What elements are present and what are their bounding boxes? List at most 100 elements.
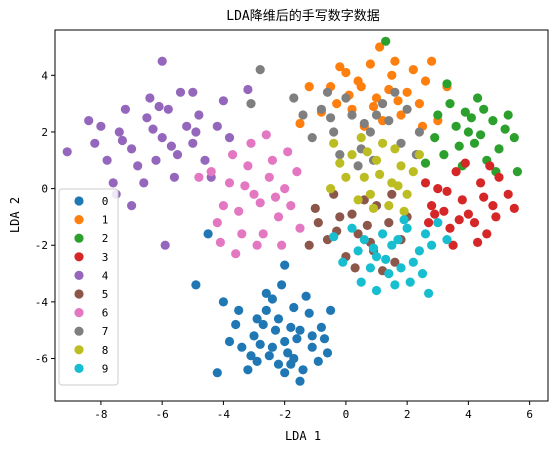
chart-title: LDA降维后的手写数字数据 — [226, 8, 379, 24]
point-digit-8 — [362, 147, 372, 157]
point-digit-0 — [316, 322, 326, 332]
point-digit-4 — [218, 96, 228, 106]
point-digit-2 — [503, 110, 513, 120]
point-digit-6 — [215, 237, 225, 247]
legend-label: 0 — [102, 195, 109, 208]
point-digit-0 — [322, 348, 333, 358]
point-digit-9 — [353, 246, 363, 256]
point-digit-0 — [289, 302, 299, 313]
point-digit-4 — [154, 101, 164, 112]
point-digit-7 — [341, 93, 351, 103]
point-digit-6 — [240, 181, 250, 191]
point-digit-9 — [384, 269, 394, 279]
point-digit-7 — [384, 116, 394, 126]
point-digit-3 — [488, 201, 498, 211]
point-digit-0 — [249, 331, 259, 341]
point-digit-9 — [427, 240, 437, 250]
point-digit-0 — [277, 280, 287, 290]
point-digit-6 — [270, 192, 281, 202]
point-digit-0 — [307, 342, 317, 352]
point-digit-0 — [295, 376, 305, 386]
legend-box — [58, 188, 119, 386]
point-digit-7 — [371, 110, 382, 120]
point-digit-2 — [463, 127, 473, 137]
point-digit-7 — [402, 104, 412, 114]
point-digit-3 — [439, 206, 449, 216]
point-digit-9 — [378, 229, 388, 239]
point-digit-3 — [494, 172, 504, 182]
point-digit-6 — [255, 198, 265, 208]
point-digit-6 — [231, 249, 241, 259]
point-digit-0 — [258, 319, 268, 330]
point-digit-4 — [188, 87, 198, 97]
point-digit-4 — [212, 121, 222, 131]
point-digit-5 — [384, 218, 394, 228]
point-digit-2 — [509, 133, 519, 143]
point-digit-4 — [160, 240, 170, 250]
point-digit-7 — [414, 127, 424, 137]
point-digit-9 — [356, 277, 366, 287]
point-digit-7 — [289, 93, 299, 103]
y-tick-label: 0 — [41, 183, 48, 196]
point-digit-0 — [289, 353, 299, 364]
point-digit-0 — [313, 356, 323, 366]
point-digit-7 — [378, 99, 388, 109]
point-digit-1 — [393, 96, 403, 106]
point-digit-2 — [439, 150, 449, 160]
point-digit-1 — [341, 67, 351, 78]
point-digit-9 — [347, 223, 357, 233]
point-digit-4 — [108, 178, 118, 188]
point-digit-0 — [283, 348, 293, 358]
y-tick-label: -4 — [35, 296, 49, 309]
point-digit-3 — [424, 218, 434, 228]
point-digit-6 — [264, 172, 274, 182]
point-digit-5 — [362, 220, 372, 230]
point-digit-6 — [228, 150, 238, 160]
point-digit-9 — [368, 243, 379, 253]
point-digit-1 — [427, 56, 437, 66]
point-digit-1 — [295, 118, 305, 129]
point-digit-5 — [350, 263, 360, 273]
point-digit-9 — [371, 285, 382, 296]
point-digit-4 — [84, 116, 94, 126]
point-digit-4 — [175, 87, 186, 97]
point-digit-9 — [408, 257, 418, 267]
point-digit-4 — [191, 127, 201, 137]
x-tick-label: 0 — [343, 408, 350, 421]
point-digit-9 — [414, 246, 424, 256]
point-digit-7 — [307, 133, 317, 143]
point-digit-7 — [353, 161, 363, 171]
legend-marker — [74, 289, 84, 299]
point-digit-3 — [491, 212, 501, 222]
point-digit-7 — [390, 87, 400, 97]
point-digit-5 — [313, 218, 323, 228]
point-digit-0 — [295, 325, 305, 335]
point-digit-3 — [473, 237, 483, 247]
point-digit-0 — [273, 314, 284, 324]
point-digit-2 — [473, 93, 483, 103]
point-digit-0 — [252, 356, 262, 366]
point-digit-0 — [270, 325, 281, 335]
point-digit-7 — [322, 87, 333, 97]
point-digit-1 — [353, 76, 363, 86]
point-digit-0 — [191, 280, 201, 290]
point-digit-0 — [237, 342, 247, 352]
point-digit-3 — [503, 189, 513, 199]
point-digit-6 — [286, 201, 296, 211]
point-digit-4 — [139, 178, 149, 188]
point-digit-0 — [307, 331, 317, 341]
point-digit-4 — [102, 155, 112, 165]
point-digit-3 — [448, 240, 458, 250]
legend-label: 7 — [102, 325, 109, 338]
point-digit-9 — [420, 229, 431, 239]
point-digit-4 — [157, 133, 167, 143]
x-tick-label: -4 — [217, 408, 231, 421]
point-digit-2 — [445, 99, 455, 109]
point-digit-5 — [310, 203, 320, 213]
point-digit-4 — [163, 104, 173, 114]
point-digit-4 — [62, 147, 72, 157]
point-digit-0 — [286, 322, 296, 332]
point-digit-8 — [390, 144, 400, 154]
point-digit-5 — [390, 257, 400, 267]
point-digit-6 — [261, 130, 271, 140]
